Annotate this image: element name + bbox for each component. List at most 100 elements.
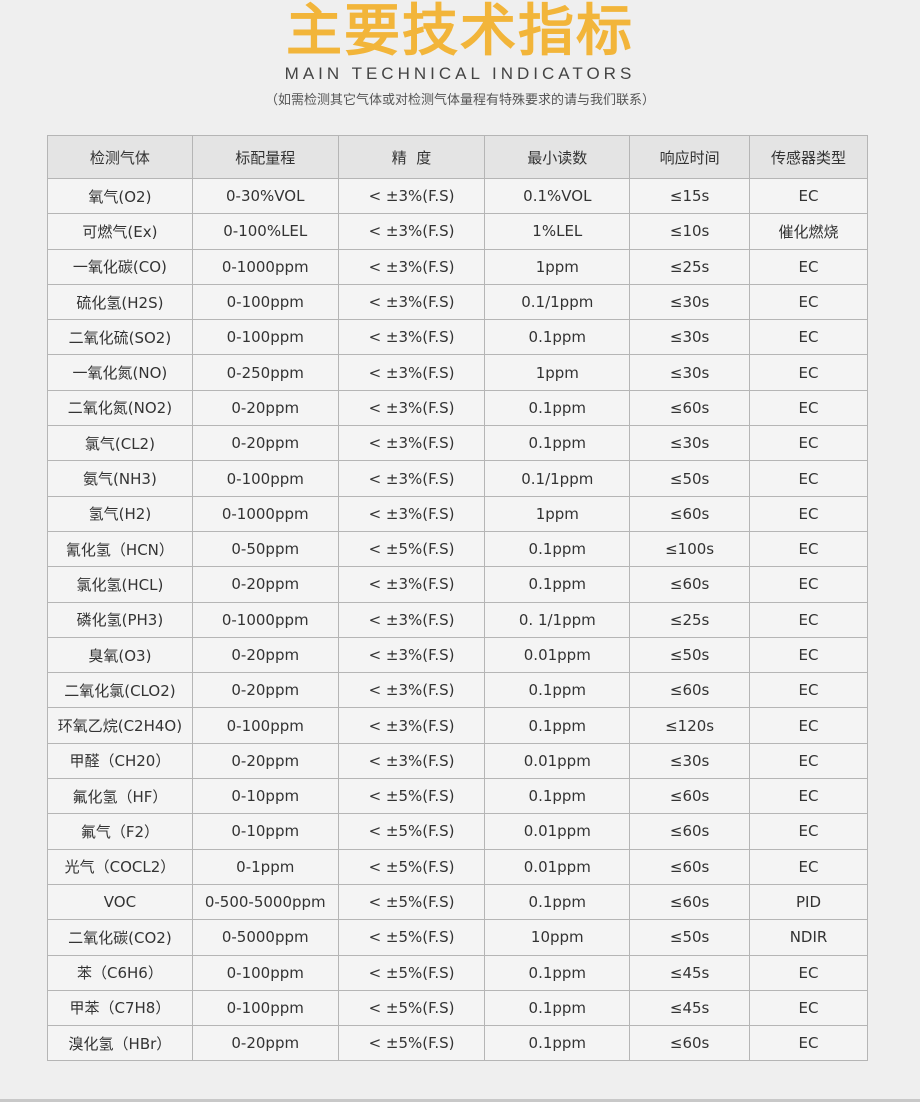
table-cell: EC (749, 354, 868, 391)
table-cell: 氯气(CL2) (47, 425, 193, 462)
table-cell: 1ppm (484, 495, 631, 532)
table-cell: ≤25s (629, 248, 751, 285)
table-cell: 0.1ppm (484, 389, 631, 427)
table-cell: 0-100%LEL (191, 213, 339, 250)
table-cell: 0.1/1ppm (484, 283, 631, 321)
table-cell: EC (749, 813, 868, 850)
table-cell: 0.1ppm (484, 319, 631, 356)
table-cell: 二氧化氯(CLO2) (47, 672, 193, 709)
table-row: 可燃气(Ex) 0-100%LEL < ±3%(F.S) 1%LEL ≤10s 催化燃烧 (47, 213, 868, 250)
table-cell: ≤60s (629, 813, 751, 850)
table-cell: 10ppm (484, 919, 631, 956)
table-cell: ≤10s (629, 213, 751, 250)
table-cell: 0-100ppm (191, 283, 339, 321)
table-cell: EC (749, 636, 868, 674)
table-cell: ≤50s (629, 636, 751, 674)
table-cell: EC (749, 1025, 868, 1062)
table-cell: 0-500-5000ppm (191, 883, 339, 921)
table-row: 二氧化氯(CLO2) 0-20ppm < ±3%(F.S) 0.1ppm ≤60s EC (47, 672, 868, 709)
table-cell: 0-100ppm (191, 319, 339, 356)
table-row: 氢气(H2) 0-1000ppm < ±3%(F.S) 1ppm ≤60s EC (47, 495, 868, 532)
column-header: 精 度 (337, 135, 486, 179)
table-cell: ≤100s (629, 530, 751, 568)
table-cell: < ±3%(F.S) (337, 636, 486, 674)
table-cell: 0-20ppm (191, 742, 339, 780)
table-cell: 苯（C6H6） (47, 954, 193, 991)
table-cell: 0-50ppm (191, 530, 339, 568)
table-cell: < ±3%(F.S) (337, 354, 486, 391)
table-cell: 0-10ppm (191, 813, 339, 850)
table-header-row: 检测气体 标配量程精 度最小读数 响应时间 传感器类型 (47, 135, 868, 179)
table-cell: ≤50s (629, 919, 751, 956)
page-subtitle: MAIN TECHNICAL INDICATORS (284, 64, 636, 83)
table-cell: 0.1ppm (484, 425, 631, 462)
table-cell: < ±3%(F.S) (337, 742, 486, 780)
table-cell: 0-20ppm (191, 1025, 339, 1062)
table-cell: 0-20ppm (191, 636, 339, 674)
table-row: 硫化氢(H2S) 0-100ppm < ±3%(F.S) 0.1/1ppm ≤30s EC (47, 283, 868, 321)
table-row: 氟化氢（HF） 0-10ppm < ±5%(F.S) 0.1ppm ≤60s EC (47, 778, 868, 815)
column-header: 最小读数 (484, 135, 631, 179)
table-cell: 臭氧(O3) (47, 636, 193, 674)
table-row: 二氧化硫(SO2) 0-100ppm < ±3%(F.S) 0.1ppm ≤30s EC (47, 319, 868, 356)
table-row: 氯气(CL2) 0-20ppm < ±3%(F.S) 0.1ppm ≤30s EC (47, 425, 868, 462)
table-cell: ≤60s (629, 1025, 751, 1062)
table-cell: EC (749, 283, 868, 321)
table-cell: 0.1ppm (484, 566, 631, 603)
table-row: 氟气（F2） 0-10ppm < ±5%(F.S) 0.01ppm ≤60s EC (47, 813, 868, 850)
table-cell: ≤30s (629, 283, 751, 321)
table-row: 环氧乙烷(C2H4O) 0-100ppm < ±3%(F.S) 0.1ppm ≤120s… (47, 707, 868, 744)
table-cell: EC (749, 601, 868, 638)
table-cell: EC (749, 530, 868, 568)
table-cell: 0.1ppm (484, 1025, 631, 1062)
table-cell: 0.1ppm (484, 778, 631, 815)
table-cell: < ±5%(F.S) (337, 530, 486, 568)
table-cell: < ±5%(F.S) (337, 883, 486, 921)
table-cell: 环氧乙烷(C2H4O) (47, 707, 193, 744)
table-cell: < ±3%(F.S) (337, 460, 486, 497)
table-cell: 氟气（F2） (47, 813, 193, 850)
column-header: 检测气体 (47, 135, 193, 179)
column-header: 标配量程 (191, 135, 339, 179)
table-cell: 0.1ppm (484, 707, 631, 744)
table-cell: EC (749, 707, 868, 744)
table-row: 甲醛（CH20） 0-20ppm < ±3%(F.S) 0.01ppm ≤30s EC (47, 742, 868, 780)
table-cell: 甲苯（C7H8） (47, 989, 193, 1027)
table-cell: 0-5000ppm (191, 919, 339, 956)
table-cell: 0.1ppm (484, 530, 631, 568)
table-cell: < ±3%(F.S) (337, 177, 486, 215)
table-cell: 0.1ppm (484, 954, 631, 991)
table-cell: 甲醛（CH20） (47, 742, 193, 780)
table-row: 氰化氢（HCN） 0-50ppm < ±5%(F.S) 0.1ppm ≤100s EC (47, 530, 868, 568)
table-cell: 0.01ppm (484, 636, 631, 674)
table-cell: < ±5%(F.S) (337, 1025, 486, 1062)
table-cell: ≤120s (629, 707, 751, 744)
table-row: 一氧化氮(NO) 0-250ppm < ±3%(F.S) 1ppm ≤30s EC (47, 354, 868, 391)
table-cell: 硫化氢(H2S) (47, 283, 193, 321)
table-cell: EC (749, 319, 868, 356)
contact-note: （如需检测其它气体或对检测气体量程有特殊要求的请与我们联系） (264, 93, 655, 108)
table-cell: 0-1000ppm (191, 248, 339, 285)
table-cell: NDIR (749, 919, 868, 956)
table-cell: < ±5%(F.S) (337, 813, 486, 850)
table-cell: ≤60s (629, 883, 751, 921)
table-cell: ≤30s (629, 742, 751, 780)
table-cell: ≤60s (629, 778, 751, 815)
table-cell: 光气（COCL2） (47, 848, 193, 885)
table-cell: 0-10ppm (191, 778, 339, 815)
table-cell: EC (749, 672, 868, 709)
table-cell: 0-20ppm (191, 566, 339, 603)
table-cell: 二氧化硫(SO2) (47, 319, 193, 356)
table-row: VOC 0-500-5000ppm < ±5%(F.S) 0.1ppm ≤60s PID (47, 883, 868, 921)
table-cell: 0.01ppm (484, 742, 631, 780)
table-row: 一氧化碳(CO) 0-1000ppm < ±3%(F.S) 1ppm ≤25s EC (47, 248, 868, 285)
table-cell: < ±5%(F.S) (337, 778, 486, 815)
table-cell: PID (749, 883, 868, 921)
table-cell: < ±3%(F.S) (337, 213, 486, 250)
table-cell: 1ppm (484, 354, 631, 391)
table-cell: EC (749, 248, 868, 285)
table-cell: 磷化氢(PH3) (47, 601, 193, 638)
table-cell: EC (749, 425, 868, 462)
table-cell: 0-30%VOL (191, 177, 339, 215)
table-cell: < ±3%(F.S) (337, 566, 486, 603)
